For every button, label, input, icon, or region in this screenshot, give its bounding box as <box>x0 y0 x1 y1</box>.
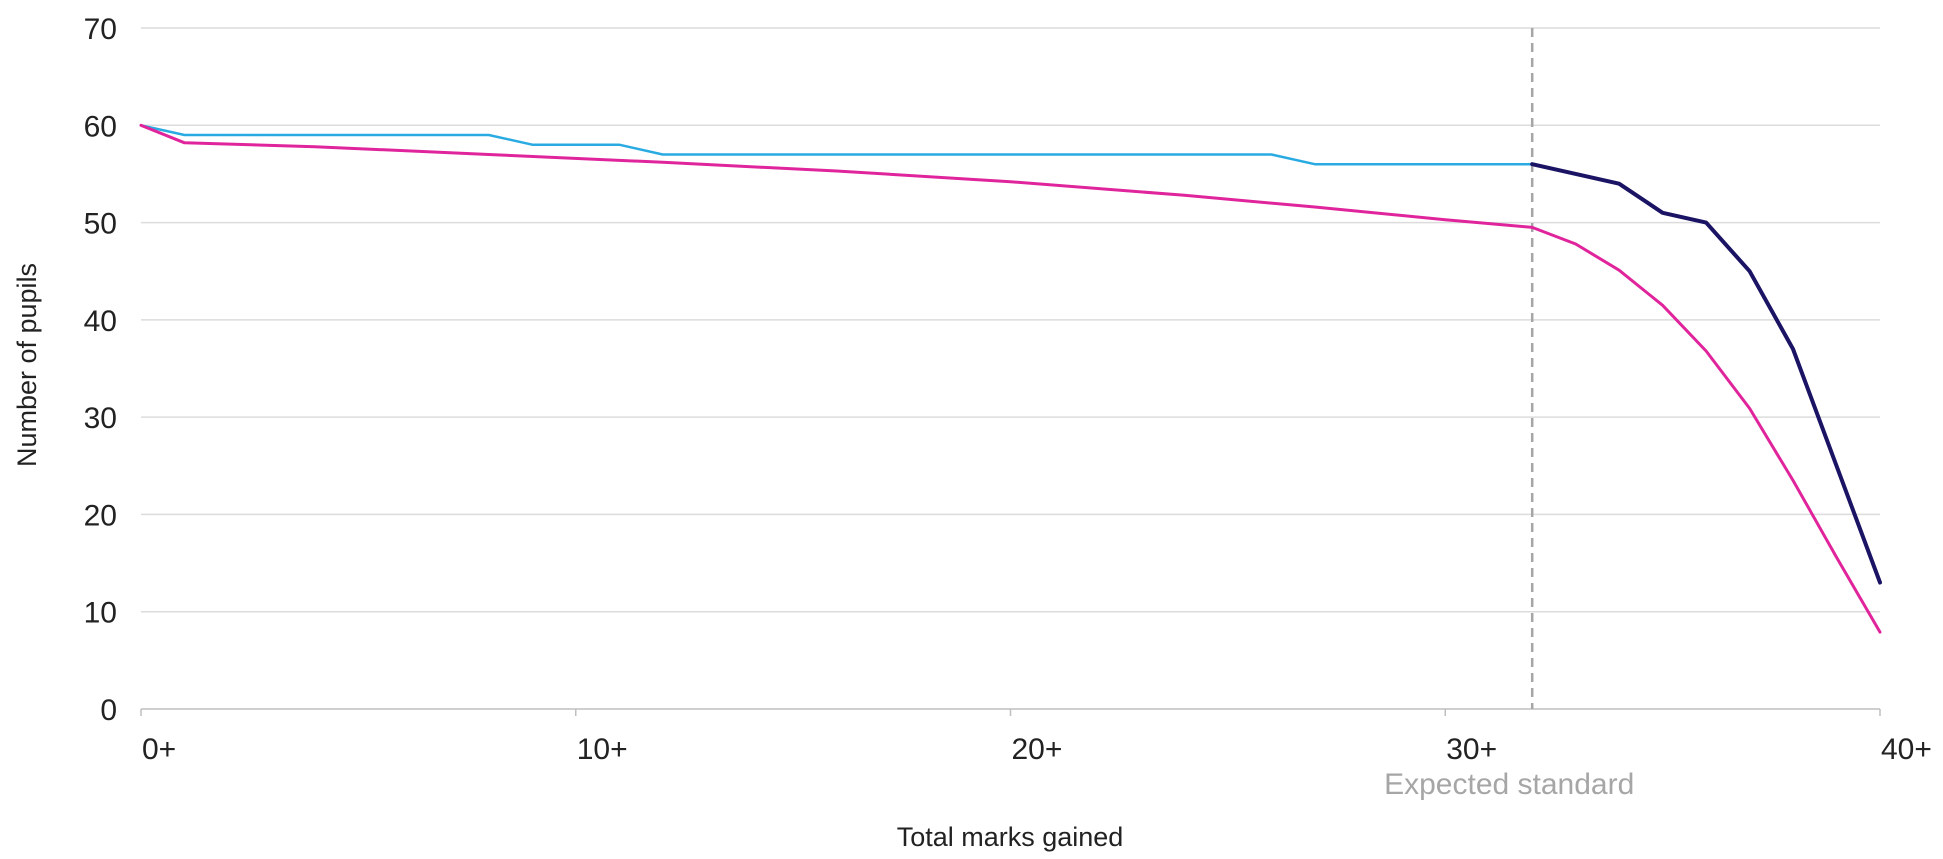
y-tick-label: 0 <box>100 694 117 727</box>
expected-standard-marker: Expected standard <box>1384 28 1634 801</box>
y-tick-label: 10 <box>84 597 117 630</box>
expected-standard-label: Expected standard <box>1384 768 1634 801</box>
x-tick-label: 10+ <box>577 733 628 766</box>
series-line-2 <box>1530 162 1882 585</box>
x-tick-label: 30+ <box>1446 733 1497 766</box>
x-tick-labels: 0+ 10+ 20+ 30+ 40+ <box>142 733 1932 766</box>
y-tick-label: 40 <box>84 305 117 338</box>
y-axis-title: Number of pupils <box>12 263 42 467</box>
y-tick-label: 60 <box>84 110 117 143</box>
series-line-1 <box>139 124 1534 166</box>
x-axis <box>140 708 1881 716</box>
series-lines <box>139 123 1882 634</box>
y-tick-label: 20 <box>84 499 117 532</box>
y-tick-label: 70 <box>84 13 117 46</box>
y-tick-labels: 0 10 20 30 40 50 60 70 <box>84 13 117 727</box>
y-tick-label: 30 <box>84 402 117 435</box>
gridlines <box>141 27 1880 613</box>
x-axis-title: Total marks gained <box>897 822 1124 852</box>
x-tick-label: 0+ <box>142 733 176 766</box>
x-tick-label: 40+ <box>1881 733 1932 766</box>
series-line-3 <box>139 123 1882 634</box>
y-tick-label: 50 <box>84 208 117 241</box>
x-tick-label: 20+ <box>1012 733 1063 766</box>
